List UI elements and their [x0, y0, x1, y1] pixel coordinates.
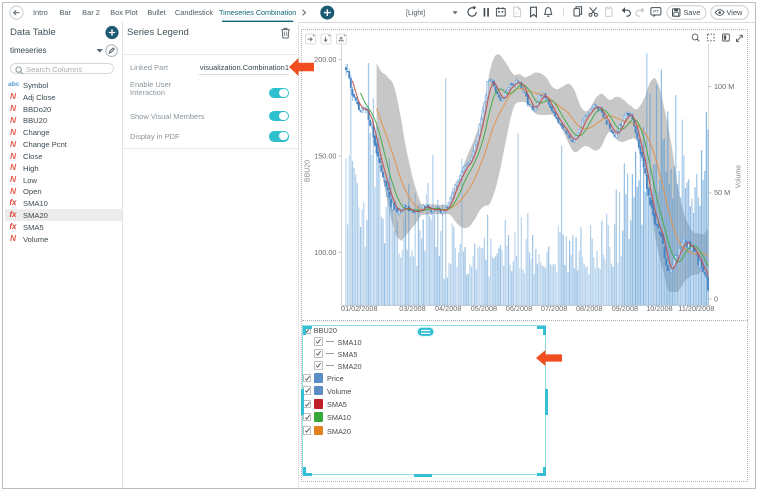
svg-text:200.00: 200.00 [314, 55, 336, 64]
svg-text:05/2008: 05/2008 [471, 304, 497, 313]
svg-text:08/2008: 08/2008 [576, 304, 602, 313]
svg-text:03/2008: 03/2008 [399, 304, 425, 313]
svg-text:Box Plot: Box Plot [110, 8, 138, 17]
svg-text:04/2008: 04/2008 [435, 304, 461, 313]
svg-text:100 M: 100 M [714, 82, 734, 91]
svg-text:09/2008: 09/2008 [612, 304, 638, 313]
svg-text:0: 0 [714, 295, 718, 304]
svg-text:Bar: Bar [59, 8, 71, 17]
svg-text:[Light]: [Light] [406, 10, 425, 17]
svg-text:11/20/2008: 11/20/2008 [678, 304, 714, 313]
svg-text:BBU20: BBU20 [305, 160, 312, 182]
svg-text:Bar 2: Bar 2 [82, 8, 100, 17]
svg-text:PT: PT [653, 9, 659, 14]
svg-text:01/02/2008: 01/02/2008 [341, 304, 378, 313]
svg-text:Bullet: Bullet [147, 8, 166, 17]
svg-text:06/2008: 06/2008 [506, 304, 532, 313]
svg-text:Volume: Volume [736, 165, 743, 188]
svg-text:10/2008: 10/2008 [646, 304, 672, 313]
svg-text:100.00: 100.00 [314, 248, 336, 257]
svg-text:Timeseries Combination: Timeseries Combination [219, 8, 296, 17]
svg-text:Candlestick: Candlestick [175, 8, 214, 17]
svg-text:50 M: 50 M [714, 188, 730, 197]
svg-text:07/2008: 07/2008 [541, 304, 567, 313]
svg-text:Intro: Intro [33, 8, 48, 17]
svg-text:View: View [727, 8, 744, 17]
svg-text:Save: Save [684, 8, 701, 17]
svg-text:A: A [515, 11, 519, 16]
svg-text:150.00: 150.00 [314, 151, 336, 160]
